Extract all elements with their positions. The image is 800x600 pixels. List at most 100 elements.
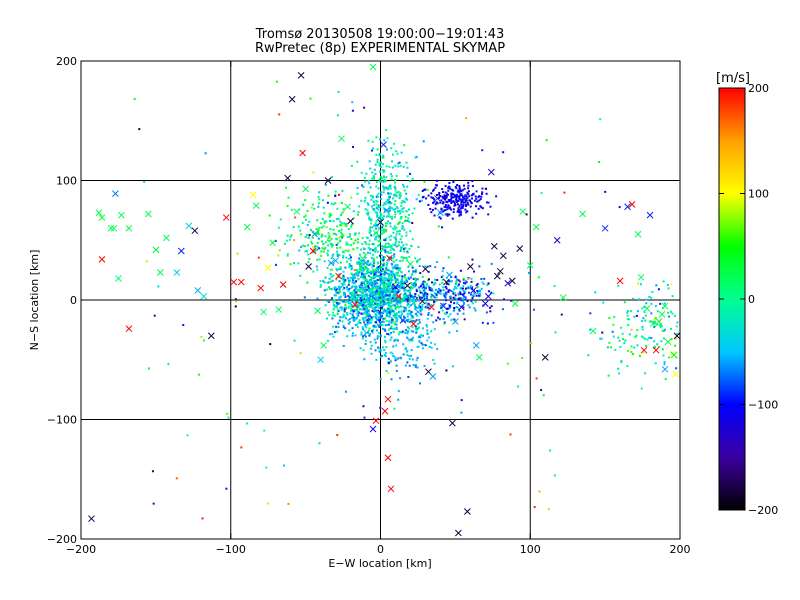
data-dot	[339, 316, 342, 319]
data-dot	[418, 335, 421, 338]
data-dot	[399, 238, 402, 241]
data-dot	[358, 253, 361, 256]
data-dot	[395, 195, 398, 198]
data-dot	[645, 302, 648, 305]
data-dot	[275, 80, 278, 83]
data-point-x	[461, 193, 468, 201]
data-dot	[370, 234, 373, 237]
data-dot	[402, 306, 405, 309]
data-dot	[396, 291, 399, 294]
data-dot	[433, 300, 436, 303]
data-dot	[405, 161, 408, 164]
data-dot	[406, 353, 409, 356]
data-dot	[361, 242, 364, 245]
data-dot	[385, 230, 388, 233]
data-dot	[650, 336, 653, 339]
data-dot	[316, 245, 319, 248]
data-dot	[425, 301, 428, 304]
data-dot	[397, 210, 400, 213]
data-dot	[476, 282, 479, 285]
marker-stroke	[511, 300, 519, 307]
data-dot	[385, 346, 388, 349]
data-dot	[367, 329, 370, 332]
data-dot	[347, 307, 350, 310]
data-dot	[658, 323, 661, 326]
data-dot	[467, 184, 470, 187]
data-dot	[443, 194, 446, 197]
data-point-x	[260, 308, 268, 316]
data-dot	[386, 246, 389, 249]
data-dot	[314, 245, 317, 248]
data-dot	[415, 155, 418, 158]
data-dot	[395, 317, 398, 320]
data-dot	[370, 276, 373, 279]
data-dot	[455, 196, 458, 199]
data-point-x	[372, 229, 380, 237]
data-dot	[376, 310, 379, 313]
data-dot	[380, 175, 383, 178]
data-dot	[396, 272, 399, 275]
data-dot	[374, 269, 377, 272]
data-dot	[345, 256, 348, 259]
data-dot	[392, 231, 395, 234]
marker-stroke	[407, 260, 414, 268]
data-dot	[370, 302, 373, 305]
data-dot	[375, 325, 378, 328]
data-dot	[455, 306, 458, 309]
marker-stroke	[519, 208, 527, 215]
data-dot	[340, 306, 343, 309]
data-dot	[394, 283, 397, 286]
data-dot	[395, 369, 398, 372]
data-dot	[460, 207, 463, 210]
data-dot	[394, 194, 397, 197]
data-dot	[432, 201, 435, 204]
data-dot	[358, 308, 361, 311]
data-dot	[447, 280, 450, 283]
data-dot	[374, 173, 377, 176]
data-dot	[375, 275, 378, 278]
data-dot	[257, 256, 260, 259]
data-dot	[372, 253, 375, 256]
data-dot	[667, 311, 670, 314]
data-dot	[362, 277, 365, 280]
data-dot	[381, 225, 384, 228]
data-dot	[465, 195, 468, 198]
data-dot	[462, 284, 465, 287]
data-point-x	[673, 332, 681, 340]
data-dot	[336, 252, 339, 255]
data-dot	[369, 167, 372, 170]
data-dot	[414, 156, 417, 159]
data-dot	[648, 320, 651, 323]
marker-stroke	[472, 342, 480, 349]
data-dot	[477, 292, 480, 295]
data-dot	[460, 199, 463, 202]
data-dot	[394, 216, 397, 219]
data-dot	[434, 203, 437, 206]
data-dot	[344, 249, 347, 252]
data-dot	[348, 287, 351, 290]
data-dot	[403, 228, 406, 231]
data-dot	[292, 226, 295, 229]
marker-stroke	[98, 214, 106, 221]
data-dot	[383, 308, 386, 311]
data-dot	[675, 337, 678, 340]
data-dot	[671, 312, 674, 315]
data-dot	[316, 241, 319, 244]
data-point-x	[452, 318, 459, 325]
data-dot	[384, 329, 387, 332]
data-dot	[364, 339, 367, 342]
data-dot	[339, 306, 342, 309]
data-dot	[307, 253, 310, 256]
data-dot	[454, 276, 457, 279]
data-dot	[367, 179, 370, 182]
data-dot	[366, 312, 369, 315]
data-dot	[336, 254, 339, 257]
data-dot	[454, 292, 457, 295]
data-dot	[642, 317, 645, 320]
data-dot	[407, 303, 410, 306]
data-dot	[391, 352, 394, 355]
marker-stroke	[372, 229, 380, 237]
data-dot	[427, 203, 430, 206]
data-dot	[383, 262, 386, 265]
